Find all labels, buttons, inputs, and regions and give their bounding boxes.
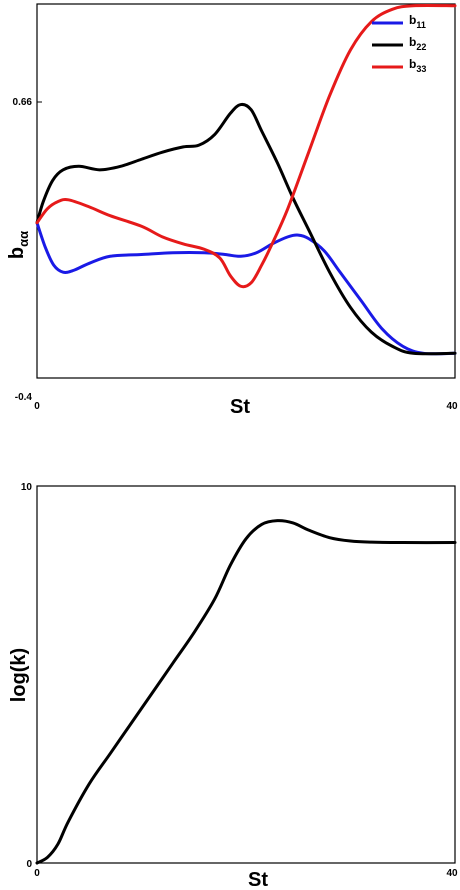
- x-tick-label-0-chart2: 0: [34, 868, 40, 879]
- y-axis-title-sub: αα: [16, 231, 31, 247]
- svg-text:bαα: bαα: [6, 231, 31, 259]
- legend: b11 b22 b33: [372, 13, 426, 74]
- legend-label-b11: b11: [409, 13, 426, 30]
- series-group: [35, 4, 457, 356]
- bmatrix-series-line-b22: [35, 102, 457, 356]
- x-tick-label-40-chart2: 40: [446, 868, 458, 879]
- legend-label-b33: b33: [409, 57, 426, 74]
- anisotropy-chart: 0 40 -0.4 0.66 St bαα b11 b22 b33: [6, 3, 458, 418]
- y-tick-label-max-chart2: 10: [21, 482, 33, 493]
- y-axis-title-chart2: log(k): [8, 648, 30, 702]
- y-tick-label-min: -0.4: [15, 392, 33, 403]
- y-axis-title: bαα: [6, 231, 31, 259]
- x-tick-label-40: 40: [446, 401, 458, 412]
- x-axis-title: St: [230, 396, 250, 418]
- series-group-chart2: [35, 519, 457, 865]
- bmatrix-series-line-b33: [35, 4, 457, 289]
- x-tick-label-0: 0: [34, 401, 40, 412]
- legend-label-b22: b22: [409, 35, 426, 52]
- plot-frame-2: [36, 485, 456, 864]
- y-axis-title-main: b: [6, 247, 28, 259]
- log-k-chart: 0 40 0 10 St log(k): [8, 482, 458, 890]
- plot-frame: [36, 3, 456, 379]
- logk-series-line-0: [35, 519, 457, 865]
- y-tick-label-min-chart2: 0: [26, 859, 32, 870]
- bmatrix-series-line-b11: [35, 221, 457, 356]
- x-axis-title-chart2: St: [248, 869, 268, 890]
- y-tick-label-max: 0.66: [13, 97, 33, 108]
